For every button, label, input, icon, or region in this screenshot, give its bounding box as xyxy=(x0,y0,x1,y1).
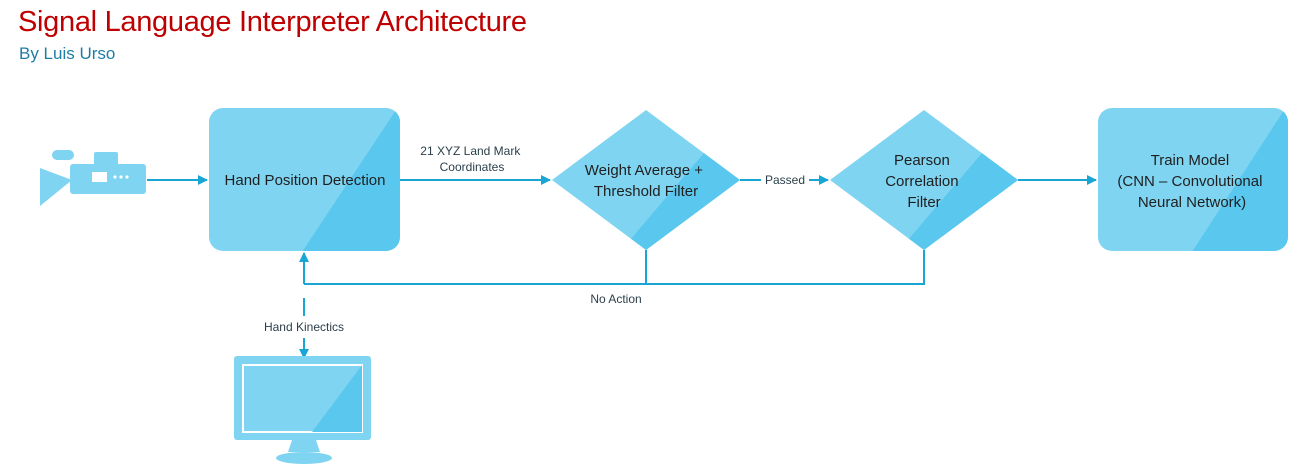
coordinates-edge-label-line1: 21 XYZ Land Mark xyxy=(420,144,521,158)
pearson-correlation-filter-node: Pearson Correlation Filter xyxy=(830,110,1018,250)
connectors xyxy=(147,175,1097,359)
no-action-edge-label: No Action xyxy=(590,292,641,306)
svg-text:Pearson Correlation: Pearson Correlation Filter xyxy=(885,152,963,211)
passed-edge-label: Passed xyxy=(765,173,805,187)
pearson-filter-label-line3: Filter xyxy=(907,194,940,211)
weight-filter-label-line1: Weight Average + xyxy=(585,162,704,179)
monitor-icon xyxy=(234,356,371,464)
pearson-feedback-line xyxy=(646,250,925,285)
coordinates-edge-label-line2: Coordinates xyxy=(440,160,505,174)
svg-text:Weight Average + Thresho: Weight Average + Threshold Filter xyxy=(585,162,707,200)
weight-filter-label-line2: Threshold Filter xyxy=(594,183,698,200)
train-model-node: Train Model (CNN – Convolutional Neural … xyxy=(1098,108,1288,251)
train-model-label-line2: (CNN – Convolutional xyxy=(1117,173,1262,190)
train-model-label-line3: Neural Network) xyxy=(1138,194,1246,211)
page-title: Signal Language Interpreter Architecture xyxy=(18,6,527,38)
hand-position-detection-node: Hand Position Detection xyxy=(209,108,400,251)
hand-kinetics-edge-label: Hand Kinectics xyxy=(264,320,344,334)
page-subtitle: By Luis Urso xyxy=(19,44,116,63)
svg-text:Train Model (CNN – Convo: Train Model (CNN – Convolutional Neural … xyxy=(1117,152,1266,211)
pearson-filter-label-line2: Correlation xyxy=(885,173,958,190)
train-model-label-line1: Train Model xyxy=(1151,152,1230,169)
video-camera-icon xyxy=(40,150,146,206)
feedback-line xyxy=(304,250,647,285)
weight-average-filter-node: Weight Average + Threshold Filter xyxy=(552,110,740,250)
svg-text:21 XYZ Land Mark Coordinat: 21 XYZ Land Mark Coordinates xyxy=(420,144,523,174)
hand-position-detection-label: Hand Position Detection xyxy=(225,172,386,189)
pearson-filter-label-line1: Pearson xyxy=(894,152,950,169)
